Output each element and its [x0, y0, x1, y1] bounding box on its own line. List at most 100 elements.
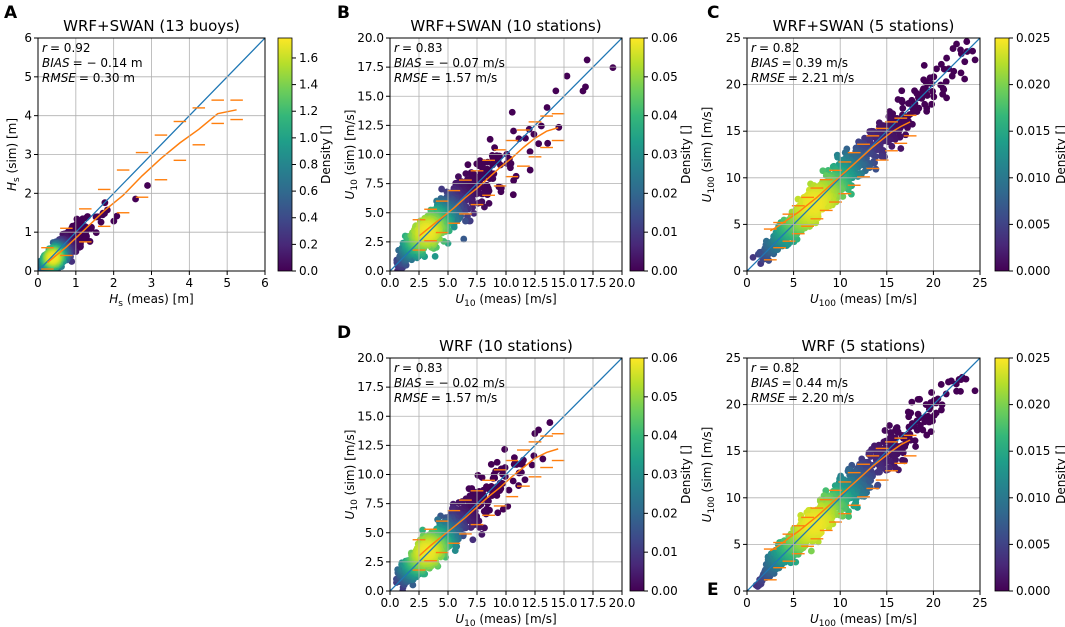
colorbar-tick-label: 0.06 [651, 31, 678, 45]
scatter-point [144, 182, 151, 189]
scatter-point [503, 160, 511, 167]
stat-line: BIAS = − 0.14 m [42, 56, 143, 70]
x-tick-label: 20 [926, 276, 941, 290]
y-axis-label-subscript: s [12, 177, 22, 182]
colorbar-tick-label: 0.2 [299, 237, 318, 251]
scatter-point [486, 175, 494, 183]
scatter-point [528, 461, 536, 469]
chart-title: WRF (10 stations) [439, 337, 573, 355]
y-axis-label-symbol: U [700, 193, 714, 202]
x-axis-label-symbol: H [109, 292, 118, 306]
scatter-point [474, 199, 482, 207]
colorbar-label: Density [] [679, 125, 693, 184]
stat-line: BIAS = 0.39 m/s [751, 56, 848, 70]
colorbar-tick-label: 0.02 [651, 186, 678, 200]
y-tick-label: 12.5 [357, 118, 384, 132]
x-tick-label: 0 [743, 276, 751, 290]
scatter-point [501, 445, 509, 453]
y-tick-label: 15.0 [357, 89, 384, 103]
scatter-point [469, 536, 477, 544]
scatter-point [546, 419, 554, 426]
stat-value: = 0.39 m/s [782, 56, 848, 70]
stat-value: = 0.83 [402, 41, 443, 55]
scatter-point [940, 65, 948, 73]
y-axis-label-text: (sim) [m] [5, 118, 19, 177]
scatter-point [431, 253, 439, 260]
colorbar-tick-label: 0.0 [299, 264, 318, 278]
x-tick-label: 4 [186, 276, 194, 290]
x-tick-label: 0.0 [380, 276, 399, 290]
x-tick-label: 3 [148, 276, 156, 290]
scatter-point [544, 139, 552, 147]
x-tick-label: 2.5 [409, 276, 428, 290]
scatter-point [897, 145, 905, 152]
y-tick-label: 7.5 [365, 177, 384, 191]
y-axis-label-text: (sim) [m/s] [343, 110, 357, 180]
colorbar-tick-label: 0.010 [1016, 171, 1050, 185]
y-axis-label-subscript: 10 [350, 179, 360, 191]
y-tick-label: 15 [726, 124, 741, 138]
scatter-point [530, 130, 538, 138]
y-tick-label: 20 [726, 78, 741, 92]
x-tick-label: 20.0 [609, 276, 636, 290]
stat-value: = − 0.07 m/s [425, 56, 505, 70]
x-tick-label: 7.5 [467, 276, 486, 290]
scatter-point [486, 135, 494, 143]
panel-letter: A [4, 3, 18, 23]
x-axis-label-subscript: s [118, 299, 123, 309]
scatter-point [526, 166, 534, 174]
x-axis-label-subscript: 100 [819, 299, 836, 309]
y-tick-label: 1 [24, 225, 32, 239]
x-tick-label: 10 [833, 276, 848, 290]
y-axis-label: Hs (sim) [m] [5, 118, 22, 191]
scatter-point [898, 87, 906, 95]
plot-layer [38, 38, 265, 271]
x-tick-label: 6 [261, 276, 269, 290]
scatter-point [510, 127, 517, 135]
x-axis-label-text: (meas) [m] [123, 292, 194, 306]
y-tick-label: 10.0 [357, 148, 384, 162]
stat-name: BIAS [751, 56, 779, 70]
binned-median-line [47, 109, 237, 264]
stat-value: = 0.30 m [79, 71, 135, 85]
scatter-point [462, 217, 469, 225]
y-axis-label-text: (sim) [m/s] [700, 107, 714, 177]
colorbar-tick-label: 0.4 [299, 211, 318, 225]
scatter-point [92, 229, 100, 237]
scatter-point [563, 72, 571, 80]
scatter-point [508, 108, 516, 116]
scatter-point [905, 100, 912, 107]
colorbar-tick-label: 0.05 [651, 70, 678, 84]
y-tick-label: 20.0 [357, 31, 384, 45]
stat-line: RMSE = 2.21 m/s [751, 71, 854, 85]
colorbar-tick-label: 0.8 [299, 157, 318, 171]
scatter-point [971, 56, 979, 64]
scatter-point [942, 78, 950, 86]
scatter-point [535, 140, 543, 148]
y-tick-label: 5 [733, 217, 741, 231]
stat-name: RMSE [42, 71, 76, 85]
x-tick-label: 12.5 [522, 276, 549, 290]
scatter-point [915, 94, 922, 102]
scatter-point [478, 530, 486, 538]
scatter-point [493, 458, 501, 466]
scatter-point [462, 170, 470, 178]
scatter-point [929, 88, 936, 95]
stat-name: RMSE [751, 71, 785, 85]
y-tick-label: 6 [24, 31, 32, 45]
x-axis-label: U100 (meas) [m/s] [810, 292, 917, 309]
stat-name: r [394, 41, 400, 55]
colorbar-tick-label: 0.04 [651, 109, 678, 123]
scatter-point [419, 526, 427, 534]
scatter-point [923, 80, 931, 88]
scatter-point [494, 509, 502, 517]
scatter-point [451, 547, 459, 554]
scatter-point [543, 104, 551, 111]
scatter-point [819, 167, 827, 175]
scatter-point [73, 215, 81, 223]
scatter-point [555, 123, 563, 131]
scatter-point [926, 74, 934, 82]
scatter-point [899, 104, 907, 112]
scatter-point [488, 492, 496, 500]
